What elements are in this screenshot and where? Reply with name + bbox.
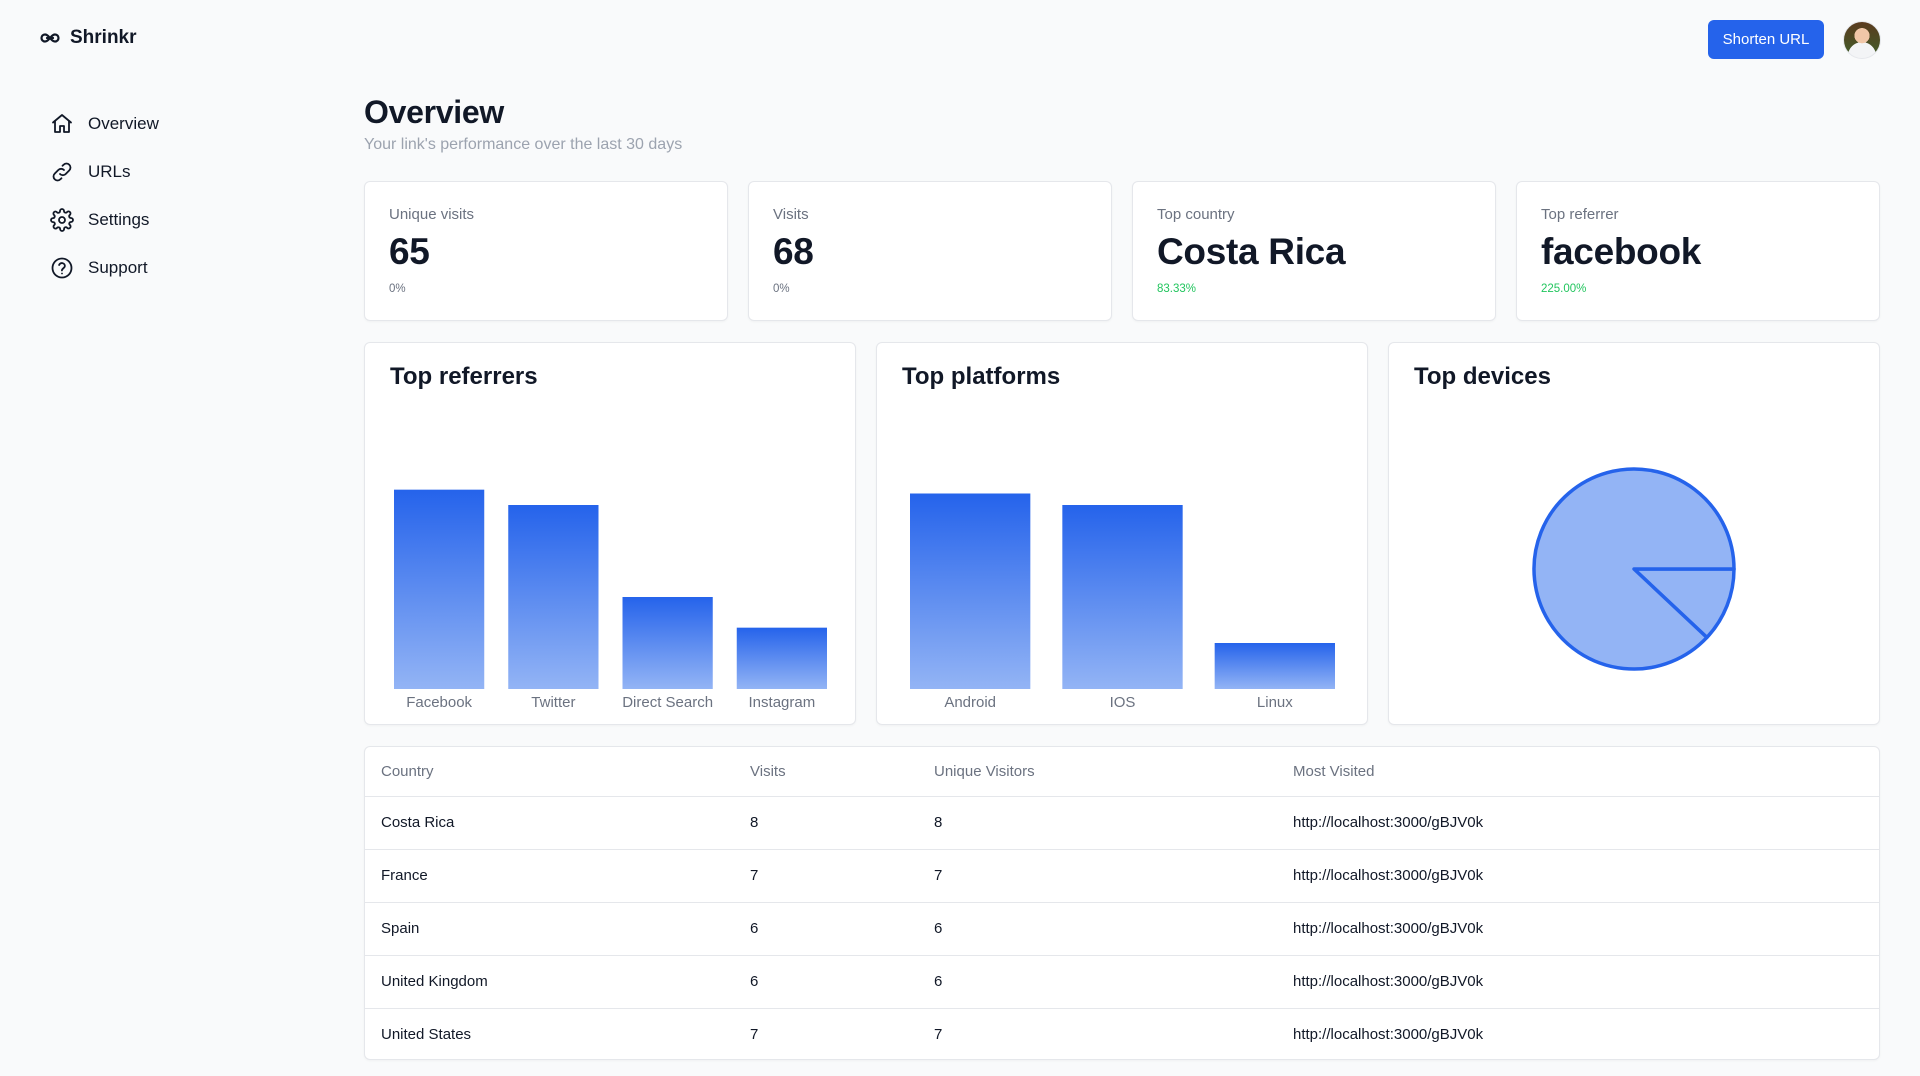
sidebar-item-urls[interactable]: URLs bbox=[50, 148, 310, 196]
pie-slice-0[interactable] bbox=[1532, 467, 1736, 671]
help-circle-icon bbox=[51, 257, 73, 279]
table-row: United Kingdom 6 6 http://localhost:3000… bbox=[365, 955, 1879, 1009]
column-header-country[interactable]: Country bbox=[365, 747, 734, 797]
user-avatar[interactable] bbox=[1843, 21, 1881, 59]
cell-unique-visitors: 6 bbox=[918, 955, 1277, 1009]
sidebar-item-label: Support bbox=[88, 258, 148, 277]
cell-visits: 6 bbox=[734, 902, 918, 956]
gear-icon bbox=[50, 208, 74, 232]
stat-card-top-referrer: Top referrer facebook 225.00% bbox=[1516, 181, 1880, 321]
stat-delta: 225.00% bbox=[1541, 283, 1587, 295]
chart-cards: Facebook Twitter Direct Search Instagram To… bbox=[364, 342, 1880, 725]
top-platforms-chart: Android IOS Linux bbox=[910, 493, 1335, 711]
bar-direct-search[interactable] bbox=[622, 597, 713, 689]
table-header-row: Country Visits Unique Visitors Most Visi… bbox=[365, 747, 1879, 797]
bar-label-direct-search: Direct Search bbox=[622, 694, 713, 711]
column-header-visits[interactable]: Visits bbox=[734, 747, 918, 797]
bar-instagram[interactable] bbox=[736, 627, 827, 689]
bar-label-android: Android bbox=[944, 694, 996, 711]
cell-visits: 6 bbox=[734, 955, 918, 1009]
page-title: Overview bbox=[364, 94, 504, 130]
infinity-link-icon bbox=[40, 33, 60, 43]
cell-country: Costa Rica bbox=[365, 796, 734, 850]
cell-unique-visitors: 6 bbox=[918, 902, 1277, 956]
link-icon bbox=[52, 162, 72, 182]
cell-visits: 8 bbox=[734, 796, 918, 850]
country-table: Country Visits Unique Visitors Most Visi… bbox=[365, 747, 1879, 1059]
table-row: United States 7 7 http://localhost:3000/… bbox=[365, 1008, 1879, 1059]
cell-most-visited: http://localhost:3000/gBJV0k bbox=[1277, 849, 1879, 903]
stat-label: Top country bbox=[1157, 206, 1235, 223]
top-devices-chart bbox=[1532, 467, 1736, 671]
table-row: Costa Rica 8 8 http://localhost:3000/gBJ… bbox=[365, 796, 1879, 850]
cell-most-visited: http://localhost:3000/gBJV0k bbox=[1277, 902, 1879, 956]
bar-facebook[interactable] bbox=[394, 489, 485, 689]
stat-card-top-country: Top country Costa Rica 83.33% bbox=[1132, 181, 1496, 321]
cell-country: United States bbox=[381, 1026, 472, 1044]
sidebar-item-overview[interactable]: Overview bbox=[50, 100, 310, 148]
cell-unique-visitors: 8 bbox=[918, 796, 1277, 850]
stat-label: Unique visits bbox=[389, 206, 475, 223]
sidebar-item-label: Overview bbox=[88, 114, 159, 133]
brand-name: Shrinkr bbox=[70, 27, 137, 48]
chart-title: Top referrers bbox=[390, 363, 538, 390]
chart-title: Top platforms bbox=[902, 363, 1061, 390]
bar-twitter[interactable] bbox=[508, 505, 599, 689]
top-referrers-chart: Facebook Twitter Direct Search Instagram bbox=[394, 489, 827, 711]
stat-cards: Unique visits 65 0% Visits 68 0% Top cou… bbox=[364, 181, 1880, 321]
stat-card-visits: Visits 68 0% bbox=[748, 181, 1112, 321]
bar-label-ios: IOS bbox=[1110, 694, 1136, 711]
brand[interactable]: Shrinkr bbox=[38, 26, 137, 50]
chart-title: Top devices bbox=[1414, 363, 1551, 390]
bar-label-twitter: Twitter bbox=[531, 694, 575, 711]
sidebar-item-settings[interactable]: Settings bbox=[50, 196, 310, 244]
sidebar-item-label: Settings bbox=[88, 210, 150, 229]
cell-most-visited: http://localhost:3000/gBJV0k bbox=[1277, 955, 1879, 1009]
page-subtitle: Your link's performance over the last 30… bbox=[364, 136, 683, 153]
column-header-unique-visitors[interactable]: Unique Visitors bbox=[918, 747, 1277, 797]
sidebar: Overview URLs Settings Support bbox=[50, 100, 310, 292]
pie-slice-1[interactable] bbox=[1632, 567, 1736, 640]
bar-ios[interactable] bbox=[1062, 505, 1183, 689]
cell-most-visited: http://localhost:3000/gBJV0k bbox=[1277, 796, 1879, 850]
cell-unique-visitors: 7 bbox=[918, 849, 1277, 903]
bar-android[interactable] bbox=[910, 493, 1031, 690]
shorten-url-button[interactable]: Shorten URL bbox=[1708, 20, 1824, 59]
sidebar-item-support[interactable]: Support bbox=[50, 244, 310, 292]
cell-unique-visitors: 7 bbox=[934, 1026, 943, 1044]
stat-delta: 83.33% bbox=[1157, 283, 1197, 295]
stat-delta: 0% bbox=[773, 283, 790, 295]
stat-label: Top referrer bbox=[1541, 206, 1619, 223]
stat-value: 65 bbox=[389, 231, 430, 272]
column-header-most-visited[interactable]: Most Visited bbox=[1277, 747, 1879, 797]
cell-country: France bbox=[365, 849, 734, 903]
table-row: Spain 6 6 http://localhost:3000/gBJV0k bbox=[365, 902, 1879, 956]
chart-card-top-referrers: Facebook Twitter Direct Search Instagram To… bbox=[364, 342, 856, 725]
stat-value: Costa Rica bbox=[1157, 231, 1346, 272]
chart-card-top-devices: Top devices bbox=[1388, 342, 1880, 725]
sidebar-item-label: URLs bbox=[88, 162, 131, 181]
cell-country: United Kingdom bbox=[365, 955, 734, 1009]
table-row: France 7 7 http://localhost:3000/gBJV0k bbox=[365, 849, 1879, 903]
stat-delta: 0% bbox=[389, 283, 406, 295]
cell-country: Spain bbox=[365, 902, 734, 956]
cell-visits: 7 bbox=[734, 849, 918, 903]
bar-label-linux: Linux bbox=[1257, 694, 1293, 711]
chart-card-top-platforms: Android IOS Linux Top platforms bbox=[876, 342, 1368, 725]
stat-value: 68 bbox=[773, 231, 814, 272]
home-icon bbox=[52, 114, 72, 133]
bar-label-instagram: Instagram bbox=[749, 694, 816, 711]
cell-most-visited: http://localhost:3000/gBJV0k bbox=[1293, 1026, 1484, 1044]
cell-visits: 7 bbox=[750, 1026, 759, 1044]
country-table-card: Country Visits Unique Visitors Most Visi… bbox=[364, 746, 1880, 1060]
stat-card-unique-visits: Unique visits 65 0% bbox=[364, 181, 728, 321]
bar-label-facebook: Facebook bbox=[406, 694, 472, 711]
stat-value: facebook bbox=[1541, 231, 1702, 272]
stat-label: Visits bbox=[773, 206, 809, 223]
bar-linux[interactable] bbox=[1214, 643, 1335, 689]
